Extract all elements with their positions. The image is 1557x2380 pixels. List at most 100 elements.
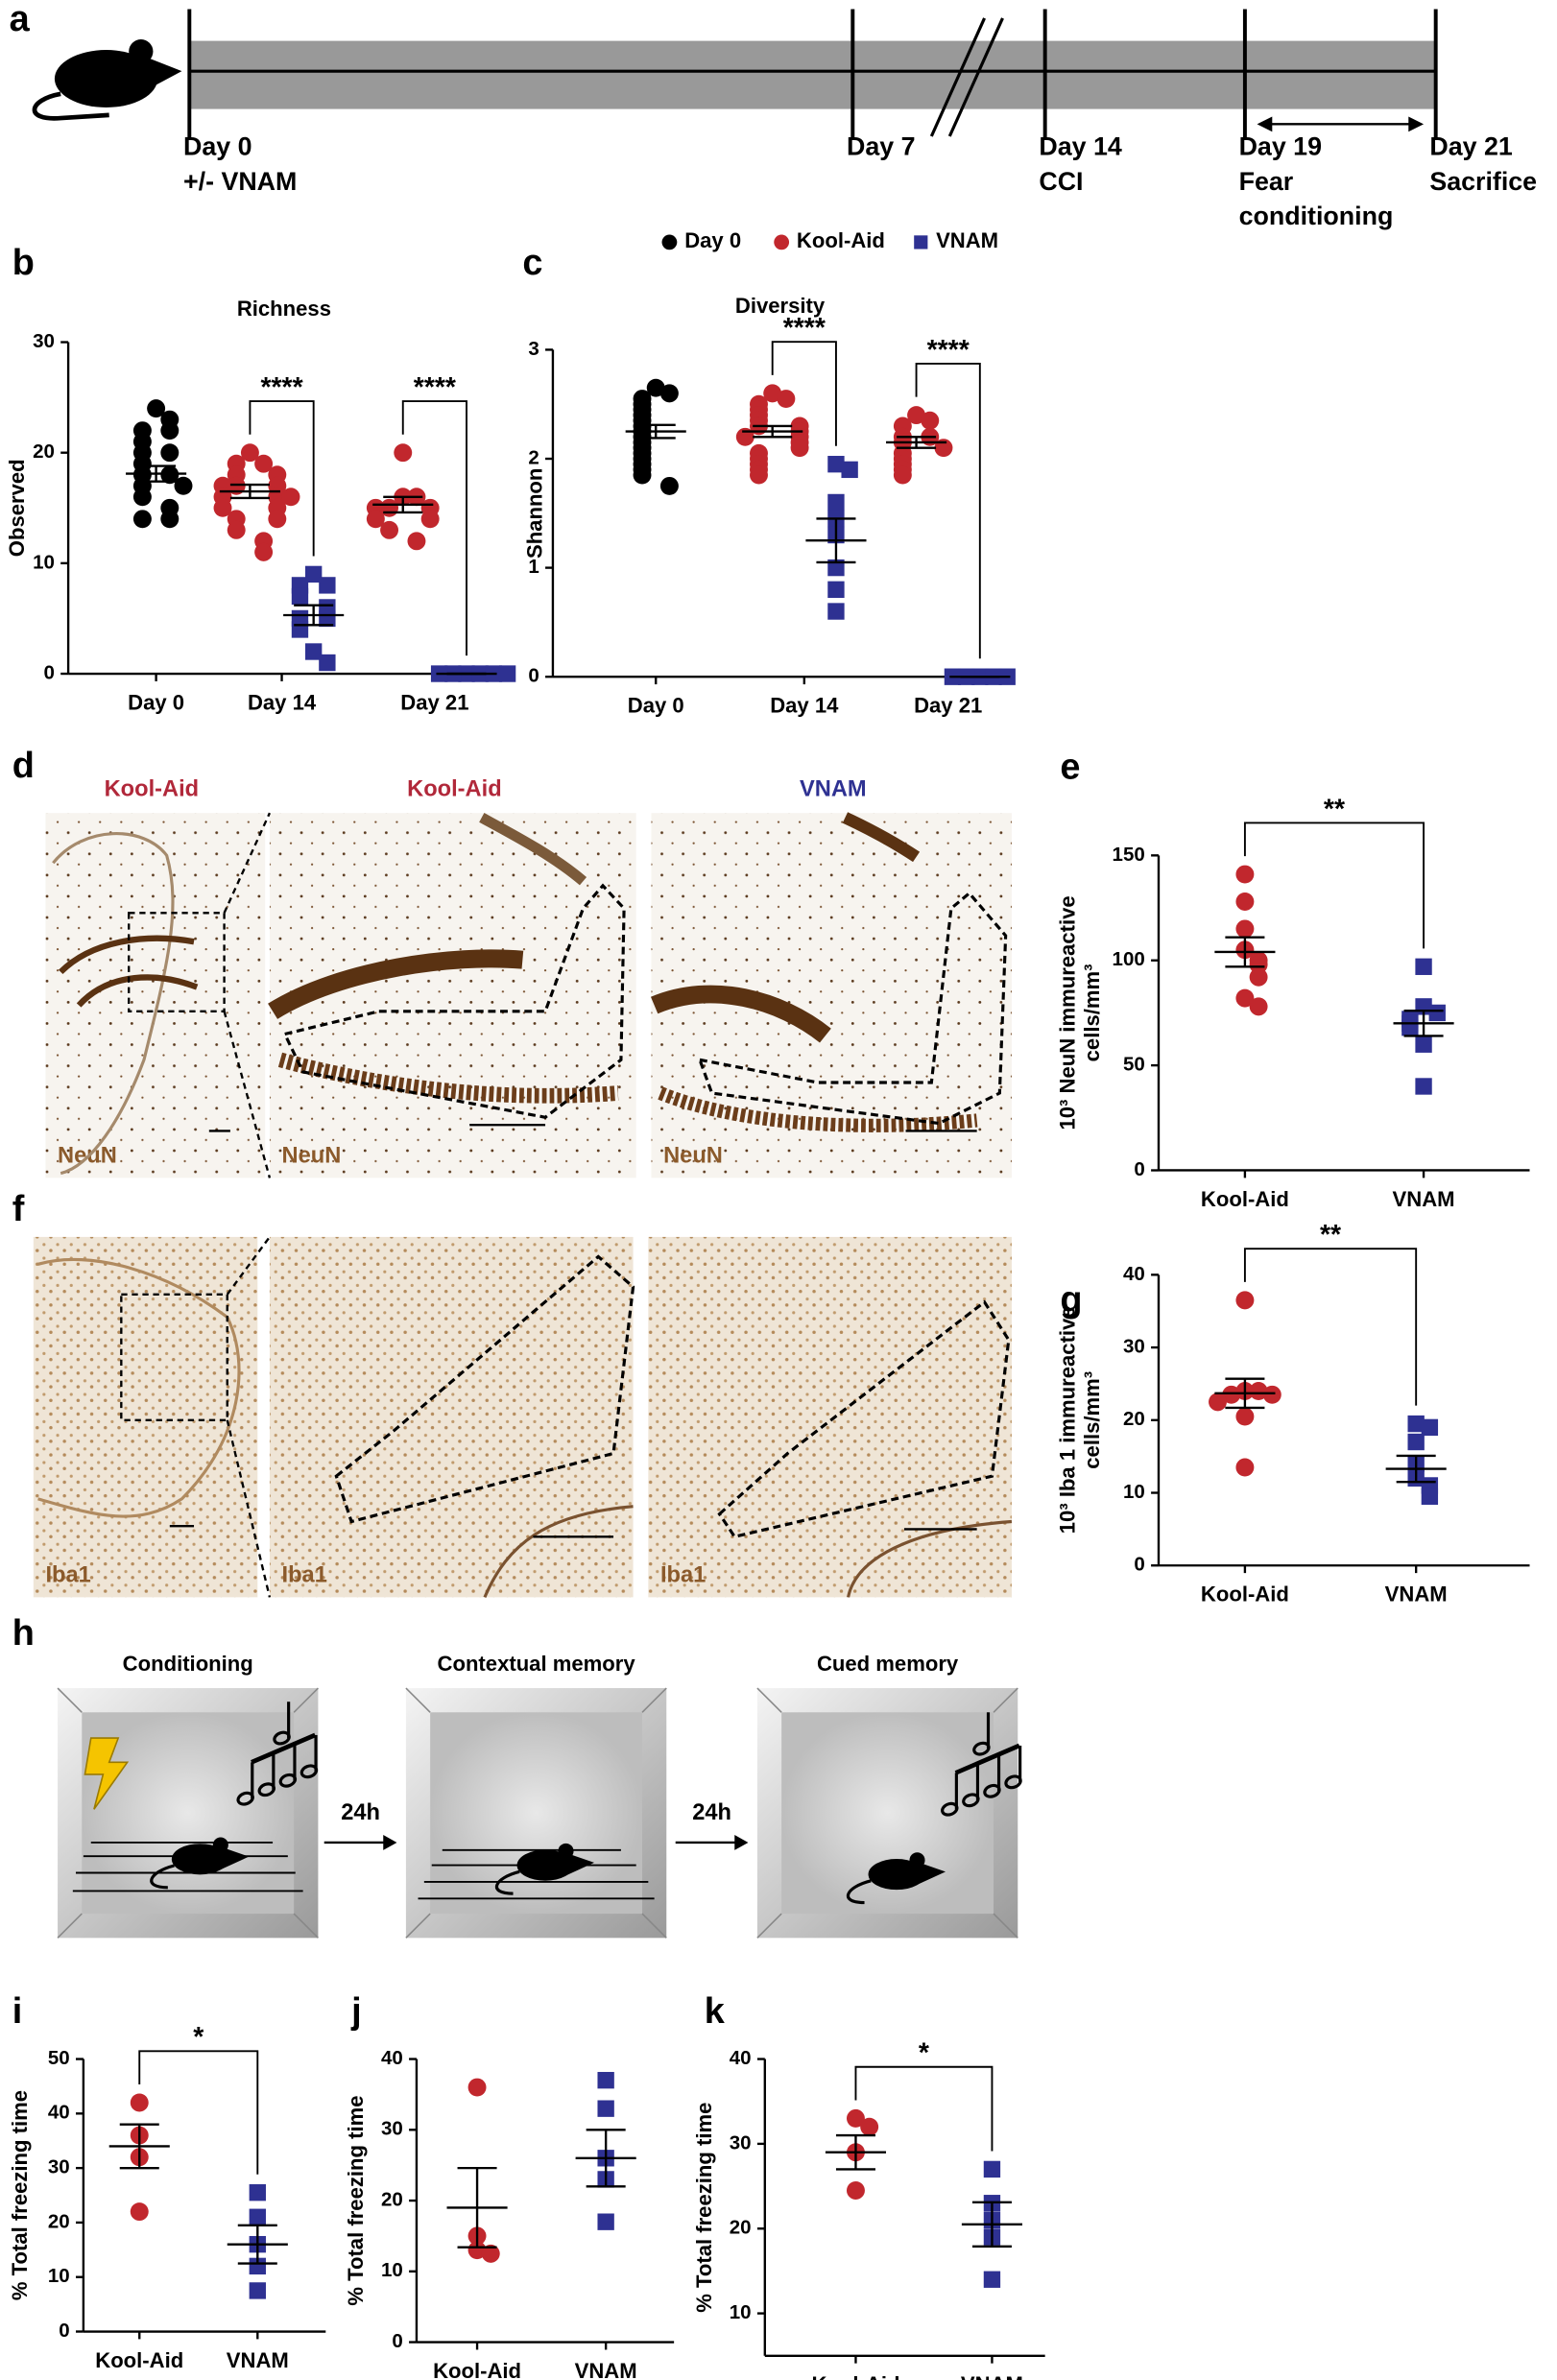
- y-tick-label: 0: [1134, 1554, 1144, 1576]
- y-tick-label: 30: [381, 2118, 403, 2140]
- y-axis-label: % Total freezing time: [344, 2095, 368, 2305]
- micrograph: [45, 813, 266, 1178]
- timeline-label: Day 7: [847, 132, 916, 161]
- y-tick-label: 40: [1123, 1263, 1145, 1285]
- zoom-line: [223, 812, 272, 914]
- data-point: [147, 399, 166, 418]
- significance-bracket: [401, 400, 467, 656]
- mouse-ear: [212, 1837, 228, 1853]
- data-point: [304, 565, 323, 583]
- data-point: [1249, 967, 1268, 987]
- stain-label: NeuN: [663, 1144, 723, 1169]
- image-header: Kool-Aid: [407, 777, 502, 802]
- data-point: [1235, 865, 1255, 884]
- panel-label: a: [10, 0, 31, 39]
- data-point: [790, 439, 809, 458]
- y-tick-label: 20: [48, 2210, 70, 2232]
- timeline-label: Day 21: [1429, 132, 1513, 161]
- chamber-edge: [405, 1913, 431, 1939]
- data-point: [1249, 1382, 1268, 1400]
- significance-label: ****: [783, 313, 826, 344]
- chamber-floor: [82, 1712, 295, 1915]
- data-point: [132, 510, 152, 529]
- data-point: [983, 2160, 1001, 2178]
- data-point: [1235, 1407, 1255, 1426]
- data-point: [160, 443, 180, 463]
- y-tick-label: 20: [381, 2188, 403, 2210]
- data-point: [1249, 997, 1268, 1016]
- data-point: [646, 378, 665, 397]
- timeline-break: [929, 17, 986, 137]
- y-tick-label: 0: [59, 2320, 69, 2342]
- micrograph: [648, 1236, 1012, 1598]
- y-tick-label: 50: [48, 2047, 70, 2069]
- significance-bracket: [771, 341, 837, 446]
- chart-title: Richness: [237, 297, 331, 321]
- significance-label: *: [919, 2038, 930, 2069]
- timeline-label: CCI: [1039, 167, 1083, 196]
- panel-label: d: [12, 746, 35, 786]
- data-point: [174, 476, 193, 495]
- mouse-ear: [558, 1843, 574, 1859]
- y-tick-label: 10: [730, 2301, 752, 2323]
- image-header: Kool-Aid: [105, 777, 200, 802]
- y-tick-label: 2: [528, 446, 539, 468]
- x-tick-label: VNAM: [961, 2372, 1023, 2380]
- mouse-head: [218, 1845, 250, 1871]
- legend-label: VNAM: [936, 228, 998, 252]
- mouse-body: [868, 1858, 925, 1891]
- y-tick-label: 20: [1123, 1408, 1145, 1430]
- data-point: [467, 2241, 487, 2260]
- timeline-bar: [189, 40, 1436, 109]
- cell-layer: [58, 935, 195, 975]
- y-tick-label: 0: [528, 665, 539, 687]
- data-point: [240, 443, 259, 463]
- data-point: [1401, 1019, 1419, 1036]
- panel-label: i: [12, 1991, 23, 2032]
- y-tick-label: 40: [381, 2047, 403, 2069]
- x-tick-label: Kool-Aid: [811, 2372, 899, 2380]
- cell-layer: [268, 949, 524, 1019]
- data-point: [291, 621, 309, 638]
- data-point: [1407, 1433, 1425, 1451]
- significance-label: **: [1324, 794, 1346, 824]
- data-point: [893, 465, 912, 485]
- micrograph: [33, 1236, 258, 1598]
- y-axis-label: 10³ Iba 1 immureactive: [1056, 1306, 1080, 1534]
- legend-marker: [661, 234, 678, 250]
- data-point: [846, 2181, 865, 2200]
- data-point: [597, 2100, 614, 2117]
- arrow-head: [1408, 116, 1425, 132]
- y-tick-label: 10: [381, 2259, 403, 2281]
- roi-outline: [334, 1254, 635, 1524]
- data-point: [750, 465, 768, 485]
- interval-label: 24h: [692, 1800, 731, 1825]
- data-point: [633, 465, 652, 485]
- data-point: [366, 510, 385, 529]
- y-tick-label: 3: [528, 338, 539, 360]
- timeline-label: conditioning: [1239, 202, 1394, 230]
- y-tick-label: 20: [730, 2217, 752, 2239]
- timeline-label: Day 14: [1039, 132, 1122, 161]
- data-point: [227, 520, 246, 539]
- mouse-tail: [846, 1879, 872, 1905]
- data-point: [394, 443, 413, 463]
- stain-label: NeuN: [282, 1144, 342, 1169]
- stain-label: Iba1: [660, 1563, 706, 1588]
- mouse-head: [563, 1852, 595, 1877]
- arrow-head: [734, 1835, 749, 1850]
- mouse-body: [516, 1849, 574, 1881]
- x-tick-label: VNAM: [575, 2359, 637, 2380]
- data-point: [1407, 1415, 1425, 1433]
- zoom-line: [226, 1419, 272, 1598]
- significance-label: **: [1320, 1220, 1342, 1250]
- data-point: [777, 390, 796, 409]
- significance-bracket: [249, 400, 315, 557]
- step-title: Cued memory: [817, 1652, 959, 1676]
- data-point: [1222, 1385, 1241, 1404]
- roi-outline: [697, 891, 1008, 1126]
- roi-box: [128, 912, 226, 1013]
- significance-bracket: [915, 362, 981, 659]
- data-point: [130, 2202, 149, 2222]
- x-tick-label: VNAM: [1393, 1187, 1455, 1211]
